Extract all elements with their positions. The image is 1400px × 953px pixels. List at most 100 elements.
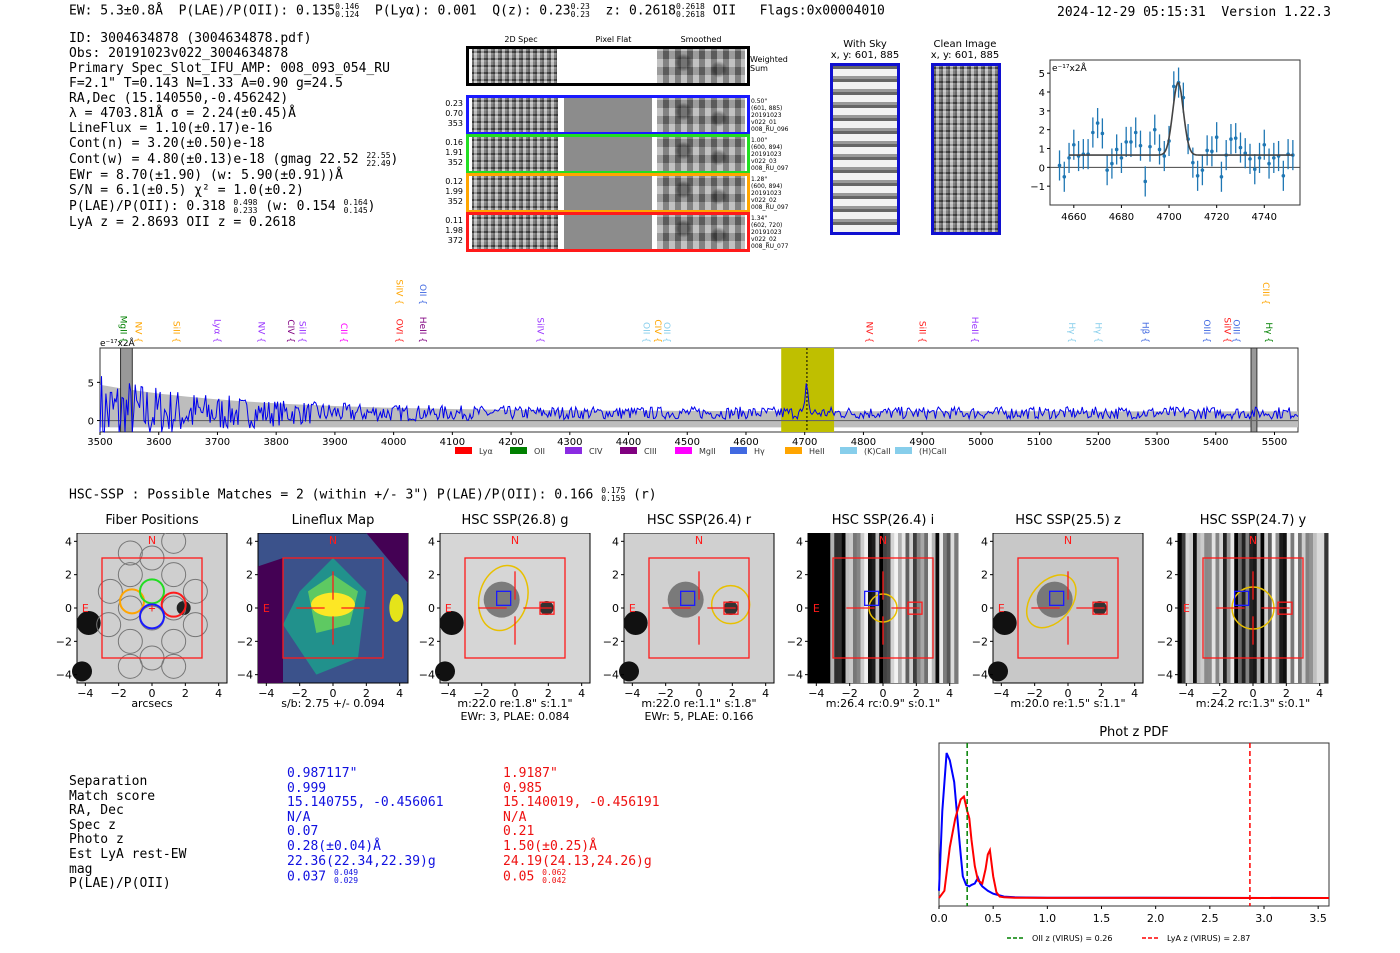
stripe bbox=[1316, 533, 1321, 683]
y-tick-label: 0 bbox=[1039, 163, 1045, 174]
header-summary: EW: 5.3±0.8Å P(LAE)/P(OII): 0.135 0.146 0.… bbox=[69, 2, 885, 19]
x-tick-label: 4 bbox=[946, 687, 953, 700]
search-box bbox=[648, 557, 750, 659]
data-point bbox=[1233, 136, 1238, 140]
legend-label: Hγ bbox=[754, 447, 765, 456]
hsc-panel-caption: s/b: 2.75 +/- 0.094 bbox=[281, 697, 385, 710]
y-tick-label: 2 bbox=[796, 569, 803, 582]
y-tick-label: −2 bbox=[972, 635, 988, 648]
y-tick-label: 4 bbox=[612, 535, 619, 548]
stripe bbox=[1320, 533, 1325, 683]
full-spectrum-chart: 0 5 3500 3600 3700 3800 3900 4000 4100 4200 4300 44… bbox=[87, 279, 1299, 456]
x-tick-label: 5200 bbox=[1086, 437, 1111, 448]
header-ew: EW: 5.3±0.8Å bbox=[69, 3, 163, 19]
neighbor-source bbox=[619, 661, 639, 682]
data-point bbox=[1091, 130, 1095, 135]
stripe bbox=[1298, 533, 1303, 683]
emission-line-label: SiII { bbox=[170, 321, 180, 343]
match-row-label: Est LyA rest-EW bbox=[69, 846, 187, 862]
x-tick-label: 5500 bbox=[1262, 437, 1287, 448]
cutout-smoothed bbox=[657, 176, 745, 210]
chart-title: Phot z PDF bbox=[1099, 725, 1169, 740]
north-label: N bbox=[695, 534, 703, 547]
flux-peak bbox=[389, 594, 404, 622]
y-axis-label: e⁻¹⁷x2Å bbox=[100, 337, 136, 349]
stripe bbox=[1324, 533, 1329, 683]
legend-label: MgII bbox=[699, 447, 716, 456]
x-tick-label: 2 bbox=[729, 687, 736, 700]
legend-label: (K)CaII bbox=[864, 447, 891, 456]
aperture-ellipse bbox=[1025, 574, 1077, 629]
x-tick-label: 0.0 bbox=[930, 912, 948, 925]
emission-line-label: Hγ { bbox=[1092, 322, 1102, 343]
neighbor-source bbox=[76, 611, 101, 635]
hsc-panel-title: HSC SSP(26.8) g bbox=[461, 513, 569, 528]
legend-swatch bbox=[785, 447, 802, 454]
data-point bbox=[1124, 140, 1128, 144]
match-row-label: RA, Dec bbox=[69, 803, 124, 819]
wavelength-sigma: λ = 4703.81Å σ = 2.24(±0.45)Å bbox=[69, 106, 296, 121]
x-tick-label: 5300 bbox=[1144, 437, 1169, 448]
emission-line-label: OIII { bbox=[1230, 319, 1240, 343]
data-point bbox=[1057, 163, 1062, 168]
x-tick-label: 2.0 bbox=[1147, 912, 1165, 925]
ra-dec: RA,Dec (15.140550,-0.456242) bbox=[69, 91, 289, 106]
match-box-red bbox=[1277, 601, 1293, 615]
legend-label: CIII bbox=[644, 447, 657, 456]
hsc-panel-caption: m:26.4 rc:0.9" s:0.1" bbox=[825, 697, 941, 710]
stripe bbox=[935, 533, 940, 683]
data-point bbox=[1157, 147, 1162, 152]
header-timestamp-version: 2024-12-29 05:15:31 Version 1.22.3 bbox=[1057, 5, 1331, 20]
x-tick-label: −2 bbox=[474, 687, 490, 700]
emission-line-label: SiIV { bbox=[394, 279, 404, 305]
x-tick-label: 1.5 bbox=[1093, 912, 1111, 925]
match-value: 0.999 bbox=[287, 780, 327, 796]
x-tick-label: 0 bbox=[696, 687, 703, 700]
legend-swatch bbox=[510, 447, 527, 454]
fiber-cutout-row bbox=[466, 95, 750, 135]
match-value: N/A bbox=[287, 809, 311, 825]
emission-line-label: NV { bbox=[863, 322, 873, 343]
stripe bbox=[1309, 533, 1314, 683]
y-tick-label: 2 bbox=[1166, 569, 1173, 582]
match-row-label: mag bbox=[69, 861, 93, 877]
emission-line-label: SiII { bbox=[297, 321, 307, 343]
emission-line-label: HeII { bbox=[969, 317, 979, 343]
east-label: E bbox=[445, 602, 452, 615]
fiber-circle bbox=[161, 533, 187, 554]
match-plae: 0.05 0.062 0.042 bbox=[503, 868, 567, 886]
fiber-circle bbox=[182, 612, 208, 638]
match-box-blue bbox=[864, 590, 880, 606]
match-value: 0.07 bbox=[287, 824, 319, 840]
x-tick-label: −4 bbox=[258, 687, 274, 700]
weighted-sum-label: Weighted Sum bbox=[750, 55, 788, 73]
data-point bbox=[1133, 130, 1138, 135]
x-tick-label: 2 bbox=[545, 687, 552, 700]
fiber-weight-values: 0.23 0.70 353 bbox=[445, 99, 463, 128]
x-tick-label: 0 bbox=[512, 687, 519, 700]
with-sky-title: With Sky x, y: 601, 885 bbox=[830, 39, 900, 61]
cutout-pixelflat bbox=[564, 98, 652, 132]
legend-label: Lyα bbox=[479, 447, 493, 456]
legend-label: HeII bbox=[809, 447, 825, 456]
match-blue-column: 0.987117" 0.999 15.140755, -0.456061 N/A 0.0… bbox=[287, 766, 444, 885]
y-tick-label: 2 bbox=[1039, 126, 1045, 137]
emission-line-label: Lyα { bbox=[212, 319, 222, 343]
timestamp: 2024-12-29 05:15:31 bbox=[1057, 5, 1206, 20]
x-tick-label: 4900 bbox=[909, 437, 934, 448]
x-tick-label: 4600 bbox=[733, 437, 758, 448]
stripe bbox=[954, 533, 959, 683]
match-row-label: Match score bbox=[69, 788, 156, 804]
flux-low bbox=[366, 533, 408, 583]
y-axis-label: e⁻¹⁷x2Å bbox=[1052, 62, 1088, 74]
x-tick-label: 0 bbox=[1250, 687, 1257, 700]
hsc-panel-title: Lineflux Map bbox=[291, 513, 375, 528]
match-value: N/A bbox=[503, 809, 527, 825]
emission-line-label: NV { bbox=[132, 322, 142, 343]
match-red-column: 1.9187" 0.985 15.140019, -0.456191 N/A 0.21 1… bbox=[503, 766, 660, 886]
hsc-panel-title: Fiber Positions bbox=[105, 513, 199, 528]
y-tick-label: 0 bbox=[796, 602, 803, 615]
data-point bbox=[1110, 161, 1114, 166]
x-tick-label: 3600 bbox=[146, 437, 171, 448]
fiber-circle bbox=[117, 540, 143, 566]
